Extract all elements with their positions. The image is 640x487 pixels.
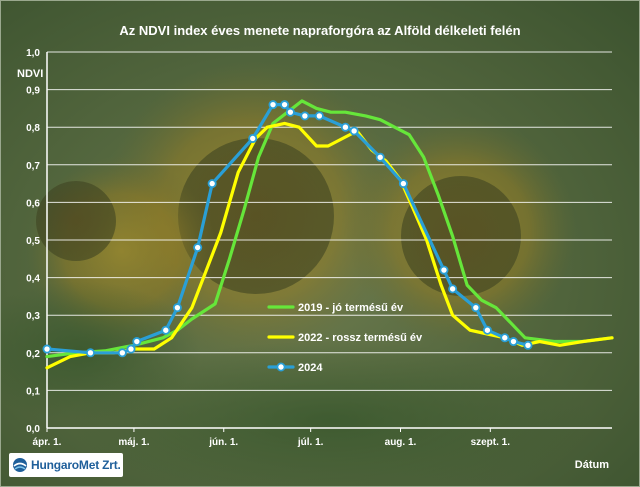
x-tick-label: aug. 1. [385,437,417,448]
series-line-0 [45,99,614,359]
hungaromet-logo: HungaroMet Zrt. [9,453,123,477]
x-tick-label: ápr. 1. [33,437,62,448]
y-tick-label: 0,9 [26,86,40,97]
data-point-2 [482,325,492,335]
data-point-2 [268,100,278,110]
data-point-2 [42,344,52,354]
x-tick-label: jún. 1. [208,437,238,448]
y-tick-label: 0,2 [26,349,40,360]
gridlines [46,51,612,432]
y-tick-label: 0,6 [26,198,40,209]
logo-mark-icon [13,458,27,472]
data-point-2 [375,152,385,162]
series-line-1 [45,121,614,370]
y-axis-label: NDVI [17,68,43,80]
y-tick-label: 0,3 [26,311,40,322]
data-point-2 [161,325,171,335]
data-point-2 [280,100,290,110]
legend-label-2: 2024 [298,362,323,374]
series-lines [45,99,614,370]
data-point-2 [85,348,95,358]
y-tick-label: 0,7 [26,161,40,172]
y-axis-ticks: 0,0 0,1 0,2 0,3 0,4 0,5 0,6 0,7 0,8 0,9 1,0 [26,48,40,435]
data-point-2 [508,337,518,347]
data-point-2 [193,243,203,253]
x-tick-label: szept. 1. [471,437,511,448]
y-tick-label: 0,5 [26,236,40,247]
data-point-2 [340,122,350,132]
legend-marker-2 [276,362,286,372]
data-point-2 [126,344,136,354]
data-point-2 [314,111,324,121]
data-point-2 [349,126,359,136]
legend: 2019 - jó termésű év 2022 - rossz termésű… [267,302,423,374]
data-point-2 [172,303,182,313]
data-point-2 [285,107,295,117]
legend-label-0: 2019 - jó termésű év [298,302,404,314]
x-tick-label: máj. 1. [118,437,149,448]
series-markers [42,100,533,358]
x-tick-label: júl. 1. [297,437,324,448]
data-point-2 [439,265,449,275]
y-tick-label: 0,0 [26,424,40,435]
y-tick-label: 0,4 [26,274,40,285]
data-point-2 [471,303,481,313]
data-point-2 [523,340,533,350]
legend-label-1: 2022 - rossz termésű év [298,332,423,344]
y-tick-label: 0,1 [26,386,40,397]
data-point-2 [117,348,127,358]
data-point-2 [132,337,142,347]
data-point-2 [207,179,217,189]
data-point-2 [448,284,458,294]
y-tick-label: 0,8 [26,123,40,134]
logo-text: HungaroMet Zrt. [31,458,121,472]
y-tick-label: 1,0 [26,48,40,59]
data-point-2 [300,111,310,121]
data-point-2 [500,333,510,343]
chart-title: Az NDVI index éves menete napraforgóra a… [119,23,520,38]
x-axis-ticks: ápr. 1. máj. 1. jún. 1. júl. 1. aug. 1. szept… [33,437,511,448]
x-axis-label: Dátum [575,459,609,471]
data-point-2 [248,133,258,143]
data-point-2 [398,179,408,189]
series-line-2 [45,103,530,355]
